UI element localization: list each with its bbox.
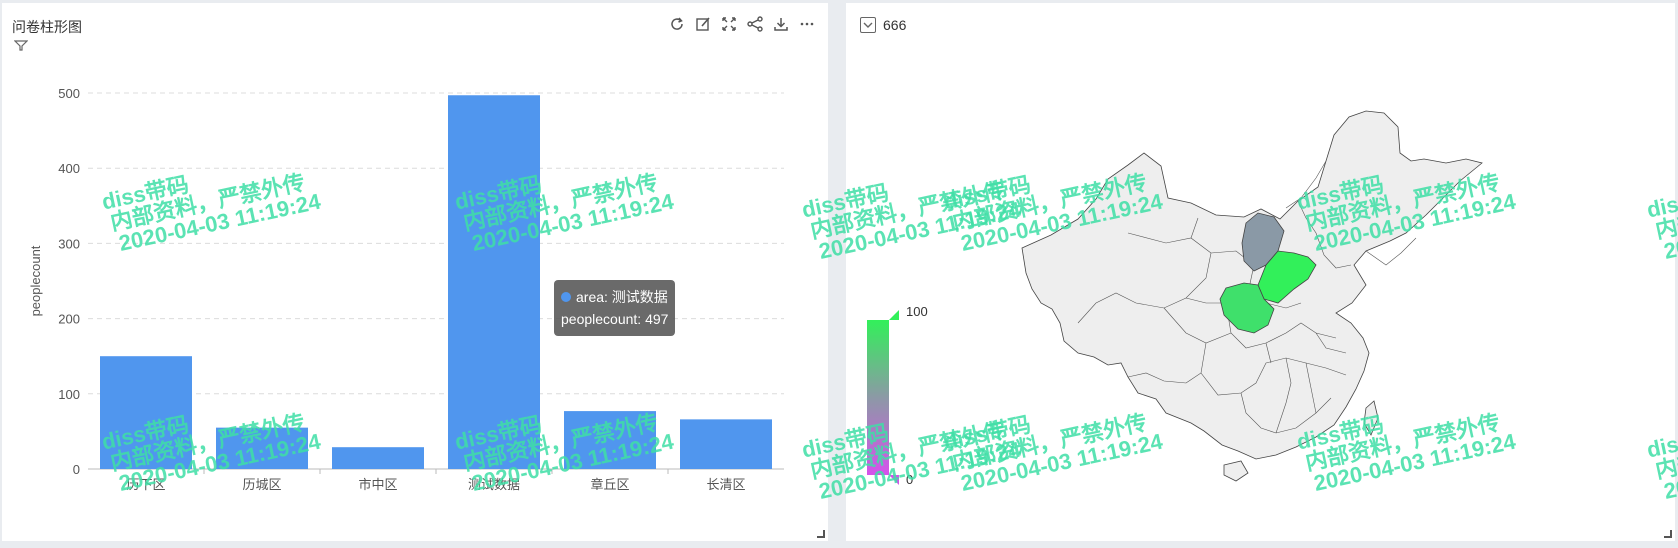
bar[interactable] <box>680 419 772 469</box>
y-axis-label: peoplecount <box>28 245 43 316</box>
refresh-icon[interactable] <box>668 15 686 33</box>
y-tick-label: 300 <box>58 236 80 251</box>
map-region-henan <box>1219 282 1275 334</box>
x-tick-label: 长清区 <box>706 477 745 492</box>
bar[interactable] <box>216 427 308 469</box>
y-tick-label: 0 <box>73 462 80 477</box>
x-tick-label: 市中区 <box>358 477 397 492</box>
bar-chart-panel: 问卷柱形图 0 100 200 300 400 500 历下区 历城区 市中区 测试数据 章丘区 长清… <box>2 3 828 541</box>
x-tick-label: 测试数据 <box>468 477 520 492</box>
panel-title: 666 <box>883 17 907 33</box>
series-dot <box>561 292 571 302</box>
bar-chart: 0 100 200 300 400 500 历下区 历城区 市中区 测试数据 章丘区 长清区 peopl… <box>28 86 784 492</box>
resize-handle[interactable] <box>817 530 825 538</box>
download-icon[interactable] <box>772 15 790 33</box>
x-tick-label: 章丘区 <box>590 477 629 492</box>
visual-map-max-label: 100 <box>906 304 928 319</box>
collapse-icon[interactable] <box>860 17 876 33</box>
map-taiwan <box>1363 400 1379 436</box>
tooltip-line1: area: 测试数据 <box>576 289 668 305</box>
edit-icon[interactable] <box>694 15 712 33</box>
panel-title: 问卷柱形图 <box>12 19 82 35</box>
y-tick-label: 400 <box>58 161 80 176</box>
filter-icon[interactable] <box>13 39 29 54</box>
fullscreen-icon[interactable] <box>720 15 738 33</box>
tooltip-line2: peoplecount: 497 <box>561 311 669 327</box>
y-tick-label: 500 <box>58 86 80 101</box>
map-hainan <box>1223 460 1249 482</box>
bar[interactable] <box>564 411 656 469</box>
y-tick-label: 200 <box>58 312 80 327</box>
x-tick-label: 历城区 <box>242 477 281 492</box>
bar[interactable] <box>448 95 540 470</box>
visual-map-bar <box>867 320 889 475</box>
chart-tooltip: area: 测试数据 peoplecount: 497 <box>554 280 676 336</box>
visual-map-min-label: 0 <box>906 472 914 487</box>
map-panel: 666 100 0 <box>846 3 1675 541</box>
resize-handle[interactable] <box>1664 530 1672 538</box>
bar[interactable] <box>100 356 192 469</box>
y-tick-label: 100 <box>58 387 80 402</box>
share-icon[interactable] <box>746 15 764 33</box>
china-map[interactable] <box>846 3 1675 541</box>
x-tick-label: 历下区 <box>126 477 165 492</box>
visual-map-max-handle[interactable] <box>889 310 899 320</box>
panel-toolbar <box>668 15 816 33</box>
map-internal-borders <box>1077 160 1417 434</box>
bar[interactable] <box>332 447 424 469</box>
more-icon[interactable] <box>798 15 816 33</box>
visual-map-min-handle[interactable] <box>889 475 899 485</box>
visual-map[interactable] <box>864 305 904 485</box>
